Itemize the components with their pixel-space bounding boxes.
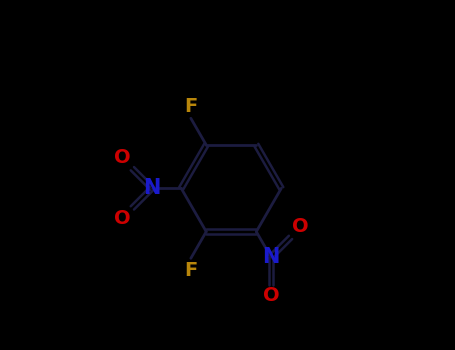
- Text: O: O: [114, 209, 131, 229]
- Text: O: O: [114, 148, 131, 167]
- Text: F: F: [184, 97, 197, 116]
- Text: N: N: [262, 247, 280, 267]
- Text: N: N: [143, 178, 161, 198]
- Text: O: O: [263, 286, 280, 305]
- Text: O: O: [292, 217, 308, 236]
- Text: F: F: [184, 261, 197, 280]
